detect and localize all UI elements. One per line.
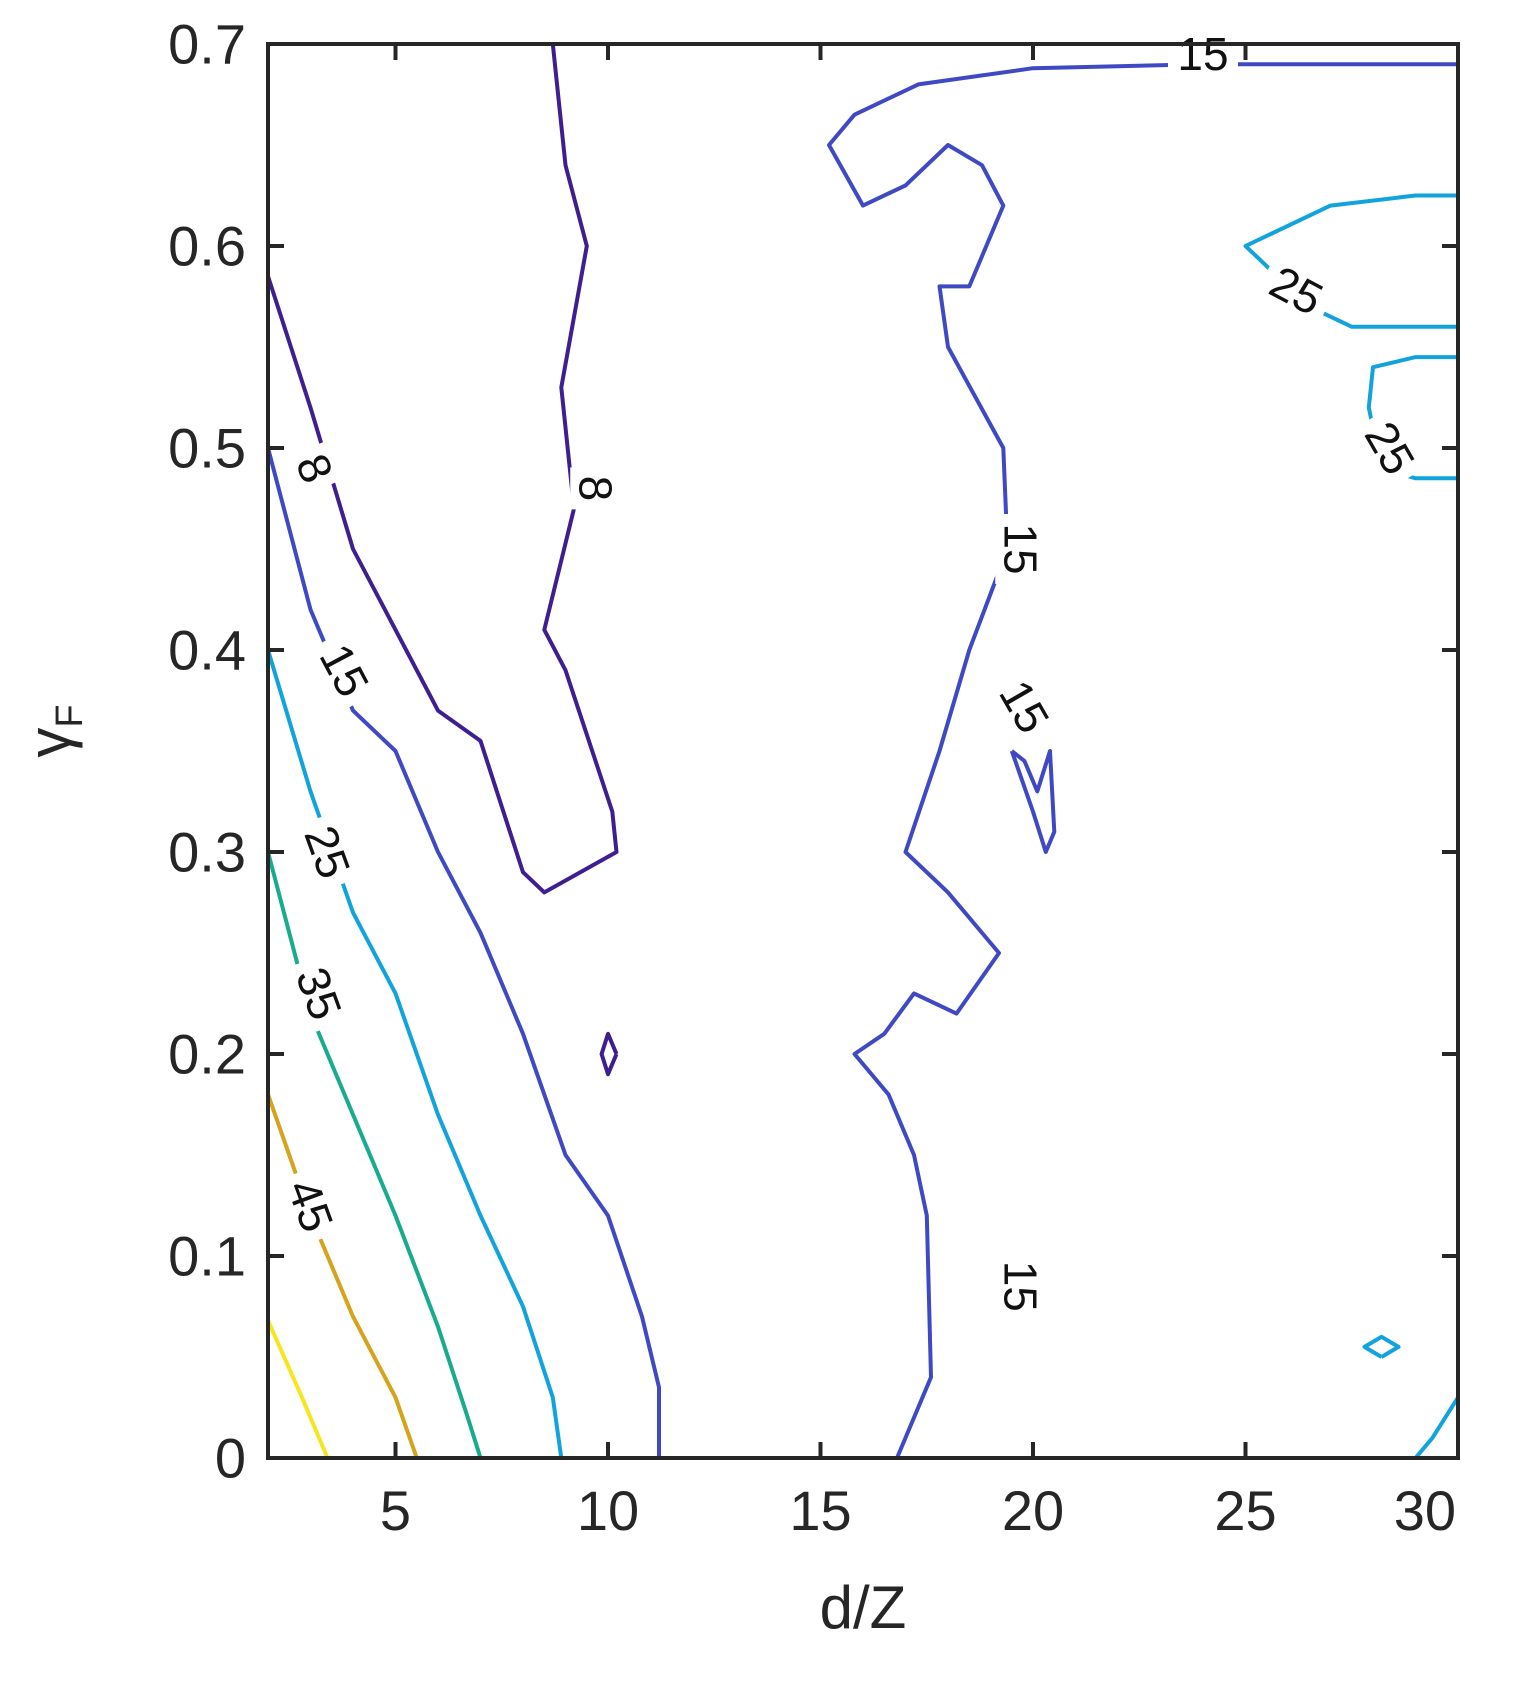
contour-label-background-3 (1168, 29, 1238, 80)
y-tick-label-1: 0.1 (168, 1225, 246, 1288)
contour-label-background-4 (995, 514, 1046, 584)
x-tick-label-4: 25 (1214, 1479, 1276, 1542)
x-tick-label-5: 30 (1394, 1479, 1456, 1542)
x-tick-label-0: 5 (380, 1479, 411, 1542)
contour-label-background-10 (283, 951, 355, 1035)
contour-line-25-7 (1366, 355, 1458, 481)
contour-label-background-1 (570, 467, 621, 510)
plot-frame (266, 42, 1460, 1460)
contour-label-3: 15 (1177, 28, 1228, 80)
contour-line-8-0 (266, 43, 619, 895)
x-tick-label-2: 15 (789, 1479, 851, 1542)
x-axis: 5 10 15 20 25 30 (380, 44, 1460, 1542)
y-axis-label-group: γF (16, 704, 91, 757)
y-axis: 0 0.1 0.2 0.3 0.4 0.5 0.6 0.7 (168, 13, 1458, 1490)
contour-line-25-9 (1413, 1396, 1460, 1460)
contour-label-background-5 (985, 663, 1064, 750)
contour-label-1: 8 (569, 476, 621, 502)
y-axis-label-symbol: γ (16, 728, 83, 758)
contour-line-15-4 (1009, 749, 1057, 854)
y-axis-label-subscript: F (49, 704, 91, 727)
contour-label-4: 15 (994, 523, 1046, 574)
contour-line-55-12 (266, 1319, 330, 1459)
y-tick-label-7: 0.7 (168, 13, 246, 76)
contour-label-background-6 (995, 1251, 1046, 1322)
y-tick-label-5: 0.5 (168, 417, 246, 480)
y-tick-label-4: 0.4 (168, 619, 246, 682)
contour-line-8-1 (599, 1031, 619, 1077)
x-tick-label-1: 10 (577, 1479, 639, 1542)
contour-line-25-8 (1362, 1334, 1401, 1359)
contour-label-6: 15 (994, 1261, 1046, 1312)
contour-label-background-9 (1350, 405, 1430, 491)
contour-label-background-8 (1253, 251, 1340, 329)
contour-label-background-0 (283, 439, 346, 498)
contour-line-15-3 (827, 62, 1458, 1459)
y-tick-label-0: 0 (215, 1427, 246, 1490)
contour-line-25-6 (1243, 193, 1458, 329)
x-tick-label-3: 20 (1002, 1479, 1064, 1542)
contour-label-background-7 (292, 810, 363, 894)
contour-label-background-11 (275, 1164, 346, 1247)
y-tick-label-2: 0.2 (168, 1023, 246, 1086)
y-tick-label-6: 0.6 (168, 215, 246, 278)
y-tick-label-3: 0.3 (168, 821, 246, 884)
contour-label-background-2 (305, 627, 384, 713)
x-axis-label: d/Z (820, 1574, 907, 1641)
y-axis-label: γF (16, 704, 91, 757)
